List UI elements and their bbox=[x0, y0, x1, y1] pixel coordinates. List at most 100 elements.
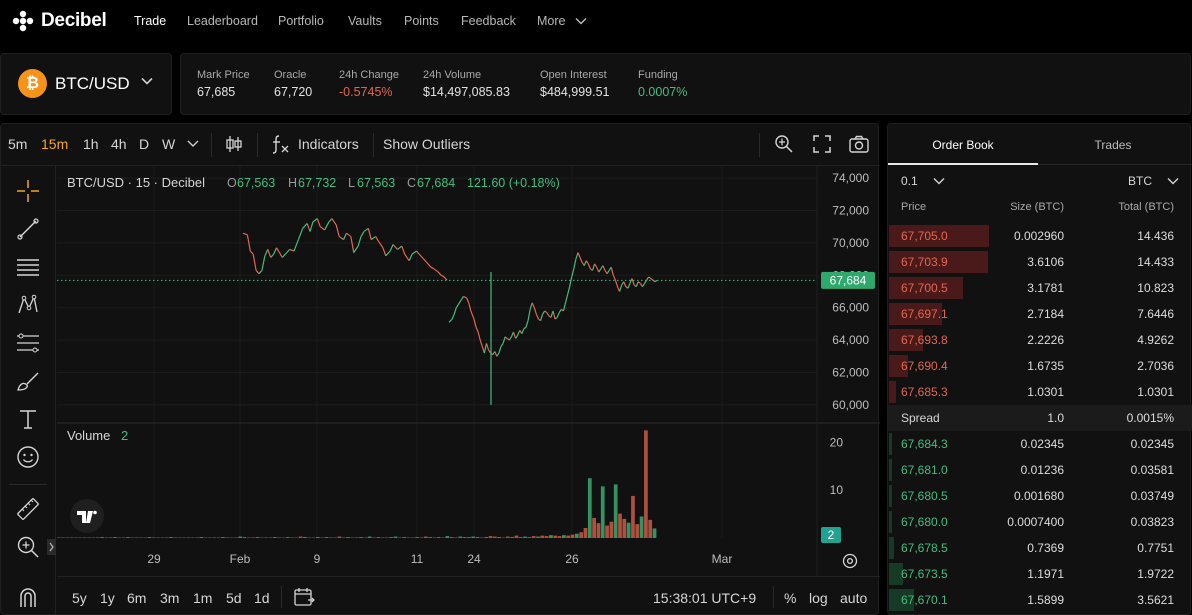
tab-order-book[interactable]: Order Book bbox=[932, 137, 994, 152]
price-segment bbox=[635, 281, 639, 287]
candlestick-icon[interactable] bbox=[223, 133, 245, 155]
pair-selector[interactable]: ₿ BTC/USD bbox=[0, 53, 172, 115]
price-segment bbox=[346, 232, 352, 237]
interval-4h[interactable]: 4h bbox=[111, 136, 127, 152]
interval-5m[interactable]: 5m bbox=[8, 136, 28, 152]
nav-more[interactable]: More bbox=[537, 14, 587, 28]
ask-row[interactable]: 67,697.1 2.7184 7.6446 bbox=[888, 301, 1192, 327]
horizontal-lines-icon[interactable] bbox=[15, 254, 41, 280]
bid-row[interactable]: 67,670.1 1.5899 3.5621 bbox=[888, 587, 1192, 613]
interval-w[interactable]: W bbox=[162, 136, 176, 152]
price-segment bbox=[342, 232, 348, 240]
volume-bar bbox=[134, 537, 139, 539]
volume-bar bbox=[203, 537, 208, 539]
volume-bar bbox=[268, 537, 273, 539]
ruler-icon[interactable] bbox=[15, 496, 41, 522]
volume-last-value: 2 bbox=[828, 528, 835, 542]
volume-bar bbox=[182, 537, 186, 539]
range-1m[interactable]: 1m bbox=[193, 590, 213, 606]
camera-icon[interactable] bbox=[848, 133, 870, 155]
bid-row[interactable]: 67,673.5 1.1971 1.9722 bbox=[888, 561, 1192, 587]
fullscreen-icon[interactable] bbox=[811, 133, 833, 155]
bid-price: 67,678.5 bbox=[901, 541, 948, 555]
interval-1h[interactable]: 1h bbox=[83, 136, 99, 152]
volume-bar bbox=[380, 537, 385, 539]
bid-row[interactable]: 67,680.0 0.0007400 0.03823 bbox=[888, 509, 1192, 535]
ask-row[interactable]: 67,690.4 1.6735 2.7036 bbox=[888, 353, 1192, 379]
date-range-icon[interactable] bbox=[293, 587, 315, 607]
interval-d[interactable]: D bbox=[139, 136, 150, 152]
ask-row[interactable]: 67,705.0 0.002960 14.436 bbox=[888, 223, 1192, 249]
ask-row[interactable]: 67,700.5 3.1781 10.823 bbox=[888, 275, 1192, 301]
pattern-icon[interactable] bbox=[15, 292, 41, 318]
price-tick-label: 60,000 bbox=[832, 398, 869, 412]
range-1d[interactable]: 1d bbox=[254, 590, 270, 606]
magnet-icon[interactable] bbox=[15, 584, 41, 610]
range-5y[interactable]: 5y bbox=[72, 590, 87, 606]
range-5d[interactable]: 5d bbox=[226, 590, 242, 606]
price-chart[interactable]: 74,00072,00070,00068,00066,00064,00062,0… bbox=[57, 166, 880, 576]
chevron-right-icon[interactable] bbox=[47, 539, 56, 555]
price-segment bbox=[411, 250, 417, 255]
nav-leaderboard[interactable]: Leaderboard bbox=[187, 14, 258, 28]
time-tick-label: 24 bbox=[467, 552, 481, 566]
crosshair-icon[interactable] bbox=[15, 178, 41, 204]
quick-search-icon[interactable] bbox=[773, 133, 795, 155]
nav-portfolio[interactable]: Portfolio bbox=[278, 14, 324, 28]
unit-select[interactable]: BTC bbox=[1128, 174, 1179, 188]
bid-price: 67,684.3 bbox=[901, 437, 948, 451]
volume-bar bbox=[242, 537, 247, 538]
brush-icon[interactable] bbox=[15, 368, 41, 394]
volume-bar bbox=[113, 537, 117, 538]
nav-feedback[interactable]: Feedback bbox=[461, 14, 516, 28]
show-outliers-button[interactable]: Show Outliers bbox=[383, 136, 471, 152]
fib-retracement-icon[interactable] bbox=[15, 330, 41, 356]
ask-row[interactable]: 67,685.3 1.0301 1.0301 bbox=[888, 379, 1192, 405]
range-1y[interactable]: 1y bbox=[100, 590, 115, 606]
app-logo[interactable]: Decibel bbox=[11, 9, 107, 33]
gear-icon[interactable] bbox=[842, 553, 858, 569]
chart-title: BTC/USD · 15 · Decibel bbox=[67, 175, 205, 190]
volume-bar bbox=[570, 534, 575, 538]
bid-row[interactable]: 67,684.3 0.02345 0.02345 bbox=[888, 431, 1192, 457]
ask-size: 1.6735 bbox=[1027, 359, 1064, 373]
function-fx-icon[interactable] bbox=[269, 133, 291, 155]
bid-price: 67,680.5 bbox=[901, 489, 948, 503]
volume-bar bbox=[488, 536, 493, 538]
volume-bar bbox=[626, 522, 631, 538]
tradingview-logo[interactable] bbox=[70, 499, 104, 533]
log-scale-toggle[interactable]: log bbox=[809, 590, 828, 606]
emoji-icon[interactable] bbox=[15, 444, 41, 470]
percent-scale-toggle[interactable]: % bbox=[784, 590, 797, 606]
nav-vaults[interactable]: Vaults bbox=[348, 14, 382, 28]
stat-label: Open Interest bbox=[540, 69, 607, 81]
range-6m[interactable]: 6m bbox=[127, 590, 147, 606]
volume-bar bbox=[169, 537, 173, 538]
bid-row[interactable]: 67,678.5 0.7369 0.7751 bbox=[888, 535, 1192, 561]
volume-bar bbox=[290, 537, 294, 539]
indicators-button[interactable]: Indicators bbox=[298, 136, 359, 152]
tab-trades[interactable]: Trades bbox=[1094, 137, 1132, 152]
ask-row[interactable]: 67,703.9 3.6106 14.433 bbox=[888, 249, 1192, 275]
volume-bar bbox=[100, 537, 104, 538]
ask-row[interactable]: 67,693.8 2.2226 4.9262 bbox=[888, 327, 1192, 353]
trend-line-icon[interactable] bbox=[15, 216, 41, 242]
interval-15m[interactable]: 15m bbox=[41, 136, 69, 152]
clock-time[interactable]: 15:38:01 UTC+9 bbox=[653, 590, 757, 606]
volume-bar bbox=[104, 537, 109, 539]
stat-oracle: Oracle 67,720 bbox=[274, 69, 312, 99]
price-segment bbox=[529, 302, 533, 310]
chevron-down-icon[interactable] bbox=[185, 135, 201, 151]
tick-size-select[interactable]: 0.1 bbox=[901, 174, 945, 188]
nav-points[interactable]: Points bbox=[404, 14, 439, 28]
nav-trade[interactable]: Trade bbox=[134, 14, 167, 28]
text-tool-icon[interactable] bbox=[15, 406, 41, 432]
price-segment bbox=[535, 313, 539, 320]
depth-bar bbox=[889, 537, 894, 559]
range-3m[interactable]: 3m bbox=[160, 590, 180, 606]
bid-row[interactable]: 67,681.0 0.01236 0.03581 bbox=[888, 457, 1192, 483]
auto-scale-toggle[interactable]: auto bbox=[840, 590, 868, 606]
bid-row[interactable]: 67,680.5 0.001680 0.03749 bbox=[888, 483, 1192, 509]
zoom-in-icon[interactable] bbox=[15, 534, 41, 560]
price-segment bbox=[293, 239, 299, 252]
